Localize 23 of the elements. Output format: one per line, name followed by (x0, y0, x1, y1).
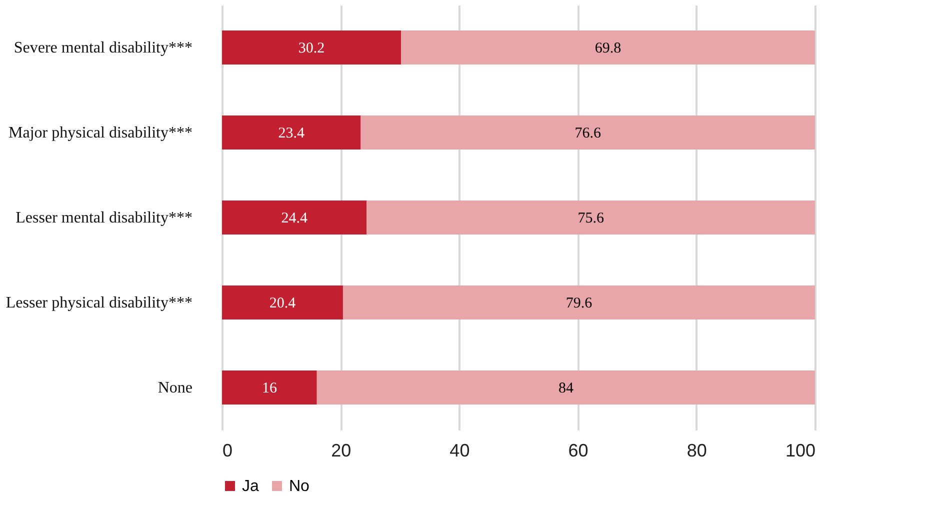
x-tick-label: 40 (450, 440, 470, 460)
y-tick-label: Major physical disability*** (8, 124, 192, 142)
data-label: 69.8 (594, 40, 622, 56)
x-tick-label: 20 (331, 440, 352, 460)
legend-label: No (289, 478, 310, 495)
y-tick-label: Lesser physical disability*** (6, 294, 192, 312)
data-label: 23.4 (278, 126, 306, 142)
data-label: 24.4 (281, 210, 308, 226)
x-tick-label: 0 (222, 440, 233, 460)
x-tick-label: 80 (686, 440, 707, 460)
data-label: 30.2 (298, 40, 325, 56)
x-tick-label: 60 (568, 440, 588, 460)
data-label: 75.6 (578, 210, 604, 226)
x-tick-label: 100 (785, 440, 816, 460)
y-tick-label: None (158, 380, 192, 396)
data-label: 79.6 (566, 296, 593, 312)
data-label: 84 (558, 380, 574, 396)
data-label: 16 (262, 380, 278, 396)
y-tick-label: Lesser mental disability*** (16, 210, 192, 226)
y-tick-label: Severe mental disability*** (14, 40, 192, 56)
data-label: 76.6 (574, 126, 602, 142)
data-label: 20.4 (269, 296, 296, 312)
legend-label: Ja (242, 478, 259, 495)
